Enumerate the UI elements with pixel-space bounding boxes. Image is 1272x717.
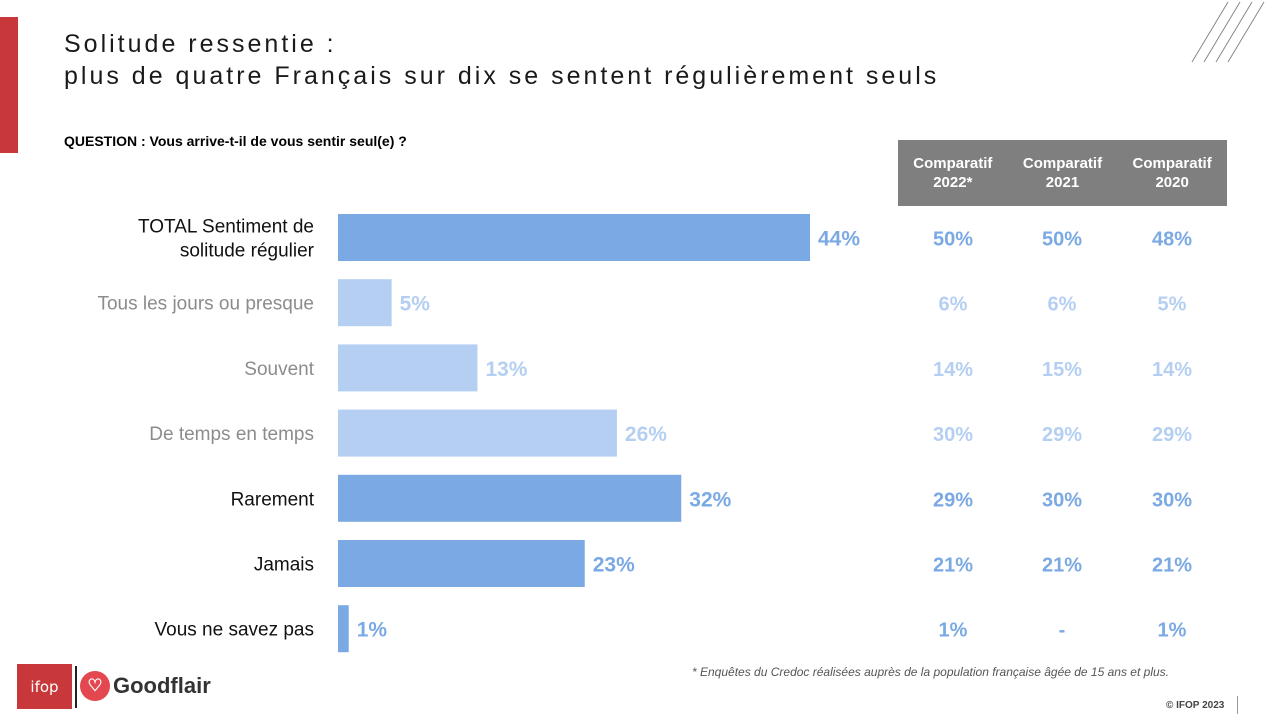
comparison-header-year: 2022* bbox=[933, 174, 973, 191]
comparison-value: 21% bbox=[1152, 555, 1192, 577]
comparison-header-2022: Comparatif 2022* bbox=[898, 140, 1008, 206]
ifop-logo: ifop bbox=[17, 664, 72, 709]
footnote: * Enquêtes du Credoc réalisées auprès de… bbox=[692, 665, 1169, 679]
bar-value-label: 1% bbox=[357, 619, 388, 642]
comparison-value: 30% bbox=[933, 424, 973, 446]
bar-value-label: 32% bbox=[689, 488, 731, 511]
comparison-header-label: Comparatif bbox=[1132, 155, 1212, 172]
comparison-value: 5% bbox=[1158, 294, 1187, 316]
bar-value-label: 26% bbox=[625, 423, 667, 446]
comparison-value: 14% bbox=[933, 359, 973, 381]
comparison-header-label: Comparatif bbox=[1022, 155, 1103, 172]
bar-value-label: 13% bbox=[485, 358, 527, 381]
category-label: De temps en temps bbox=[149, 424, 314, 445]
copyright-divider bbox=[1237, 696, 1238, 714]
comparison-value: 30% bbox=[1042, 489, 1082, 511]
bar bbox=[338, 344, 478, 392]
comparison-value: 48% bbox=[1152, 229, 1192, 251]
bar bbox=[338, 605, 349, 653]
comparison-value: 21% bbox=[1042, 555, 1082, 577]
bar bbox=[338, 279, 392, 327]
copyright: © IFOP 2023 bbox=[1166, 700, 1225, 711]
comparison-value: 30% bbox=[1152, 489, 1192, 511]
comparison-value: 6% bbox=[1048, 294, 1077, 316]
comparison-header-year: 2020 bbox=[1155, 174, 1189, 191]
category-label: Vous ne savez pas bbox=[155, 620, 315, 641]
hatch-decoration bbox=[1191, 1, 1265, 63]
comparison-header-label: Comparatif bbox=[913, 155, 993, 172]
comparison-value: 50% bbox=[1042, 229, 1082, 251]
comparison-value: 14% bbox=[1152, 359, 1192, 381]
bar-value-label: 23% bbox=[593, 554, 635, 577]
category-label: Souvent bbox=[244, 359, 314, 380]
comparison-value: 21% bbox=[933, 555, 973, 577]
comparison-value: - bbox=[1059, 620, 1066, 642]
comparison-value: 6% bbox=[939, 294, 968, 316]
logo-divider bbox=[75, 666, 77, 708]
bar-value-label: 44% bbox=[818, 228, 860, 251]
comparison-value: 29% bbox=[1152, 424, 1192, 446]
goodflair-heart-icon: ♡ bbox=[80, 671, 110, 701]
category-label: Jamais bbox=[254, 555, 314, 576]
question-text: QUESTION : Vous arrive-t-il de vous sent… bbox=[64, 133, 407, 149]
goodflair-logo: Goodflair bbox=[113, 673, 211, 698]
category-label: solitude régulier bbox=[180, 241, 315, 262]
comparison-header-2020: Comparatif 2020 bbox=[1117, 140, 1227, 206]
comparison-value: 29% bbox=[1042, 424, 1082, 446]
comparison-header: Comparatif 2022* Comparatif 2021 Compara… bbox=[898, 140, 1227, 206]
bar bbox=[338, 409, 617, 457]
title-line-2: plus de quatre Français sur dix se sente… bbox=[64, 62, 940, 90]
comparison-value: 15% bbox=[1042, 359, 1082, 381]
comparison-value: 1% bbox=[1158, 620, 1187, 642]
title-line-1: Solitude ressentie : bbox=[64, 30, 337, 58]
category-label: Tous les jours ou presque bbox=[97, 294, 314, 315]
comparison-header-2021: Comparatif 2021 bbox=[1008, 140, 1118, 206]
accent-bar bbox=[0, 17, 18, 153]
page-title: Solitude ressentie : plus de quatre Fran… bbox=[64, 28, 939, 92]
comparison-value: 29% bbox=[933, 489, 973, 511]
bar bbox=[338, 214, 810, 261]
bar bbox=[338, 540, 585, 587]
category-label: Rarement bbox=[231, 489, 315, 510]
bar-value-label: 5% bbox=[400, 293, 431, 316]
category-label: TOTAL Sentiment de bbox=[138, 217, 314, 238]
bar bbox=[338, 474, 682, 522]
comparison-value: 1% bbox=[939, 620, 968, 642]
comparison-value: 50% bbox=[933, 229, 973, 251]
comparison-header-year: 2021 bbox=[1045, 174, 1080, 191]
